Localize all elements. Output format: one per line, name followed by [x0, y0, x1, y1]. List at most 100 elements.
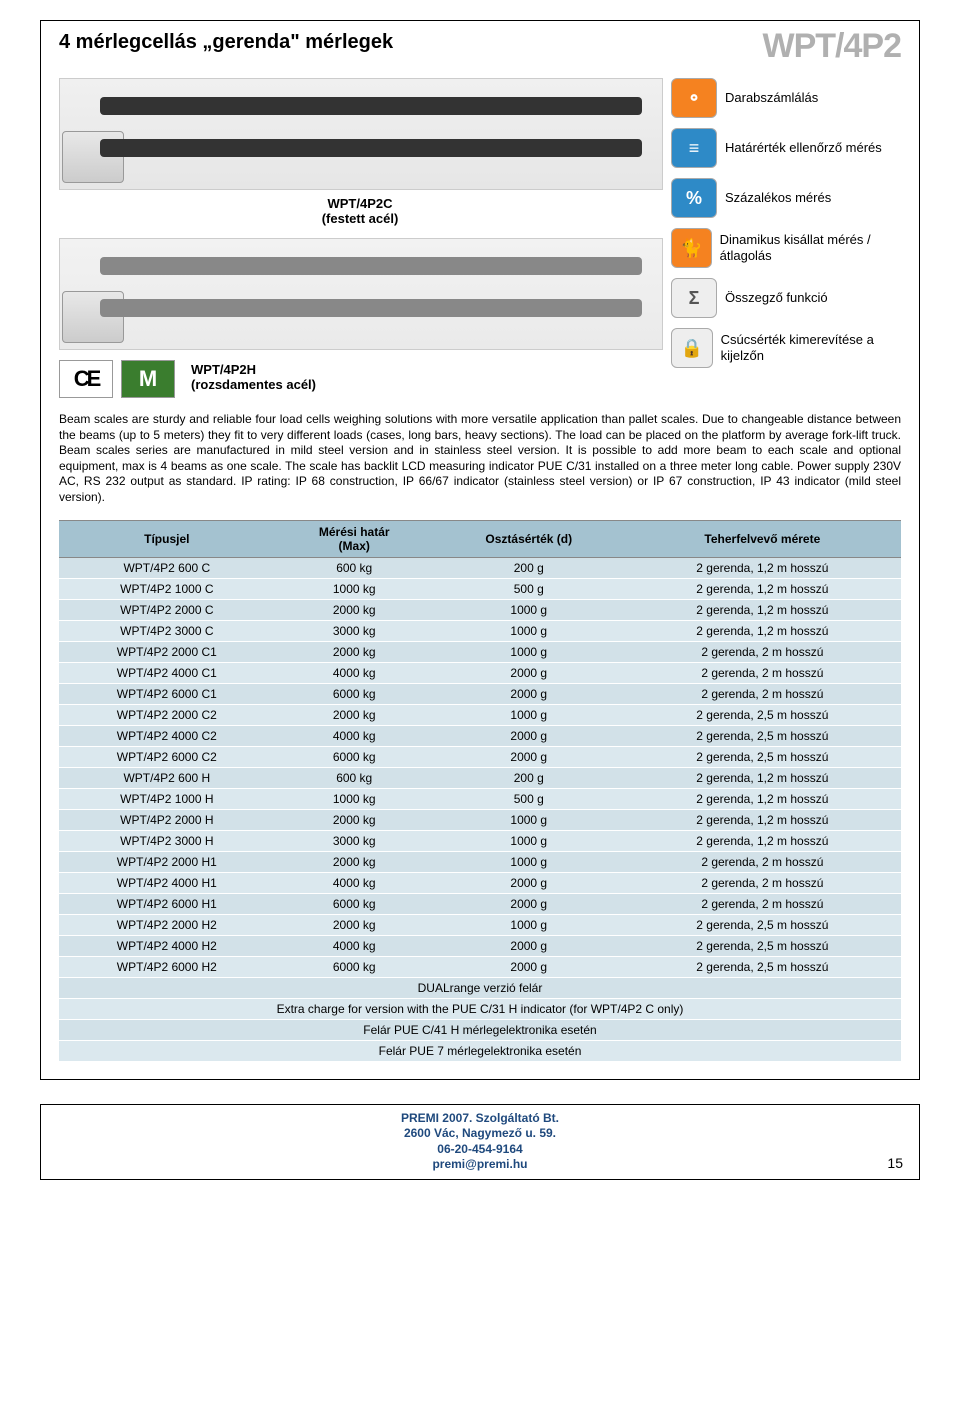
feature-item: 🐈 Dinamikus kisállat mérés / átlagolás: [671, 228, 901, 268]
table-cell: WPT/4P2 1000 H: [59, 788, 275, 809]
table-cell: 4000 kg: [275, 935, 434, 956]
table-header: Mérési határ(Max): [275, 520, 434, 557]
table-cell: 2 gerenda, 1,2 m hosszú: [624, 599, 901, 620]
table-cell: WPT/4P2 3000 C: [59, 620, 275, 641]
feature-label: Dinamikus kisállat mérés / átlagolás: [720, 232, 901, 263]
feature-label: Százalékos mérés: [725, 190, 831, 206]
table-cell: 2 gerenda, 2 m hosszú: [624, 641, 901, 662]
page-footer: PREMI 2007. Szolgáltató Bt. 2600 Vác, Na…: [40, 1104, 920, 1180]
table-cell: 2 gerenda, 2 m hosszú: [624, 851, 901, 872]
product-image-stainless: [59, 238, 663, 350]
features-list: ⚬Darabszámlálás≡Határérték ellenőrző mér…: [671, 78, 901, 398]
table-cell: WPT/4P2 600 H: [59, 767, 275, 788]
ce-badge: CE: [59, 360, 113, 398]
table-cell: 2 gerenda, 2 m hosszú: [624, 893, 901, 914]
table-cell: 2000 g: [434, 956, 624, 977]
table-cell: WPT/4P2 1000 C: [59, 578, 275, 599]
table-cell: 600 kg: [275, 557, 434, 578]
table-cell: 6000 kg: [275, 956, 434, 977]
table-cell: WPT/4P2 600 C: [59, 557, 275, 578]
table-cell: 200 g: [434, 557, 624, 578]
feature-label: Darabszámlálás: [725, 90, 818, 106]
table-cell: 2 gerenda, 2 m hosszú: [624, 683, 901, 704]
table-cell: 2000 g: [434, 725, 624, 746]
table-cell: 6000 kg: [275, 893, 434, 914]
table-cell: WPT/4P2 4000 C1: [59, 662, 275, 683]
table-cell: 600 kg: [275, 767, 434, 788]
table-footer-row: DUALrange verzió felár: [59, 977, 901, 998]
table-cell: 1000 g: [434, 599, 624, 620]
table-cell: WPT/4P2 4000 H2: [59, 935, 275, 956]
table-cell: 2 gerenda, 1,2 m hosszú: [624, 788, 901, 809]
table-row: WPT/4P2 2000 C12000 kg1000 g2 gerenda, 2…: [59, 641, 901, 662]
table-footer-cell: Extra charge for version with the PUE C/…: [59, 998, 901, 1019]
table-cell: WPT/4P2 2000 H: [59, 809, 275, 830]
table-row: WPT/4P2 600 H600 kg200 g2 gerenda, 1,2 m…: [59, 767, 901, 788]
table-cell: 6000 kg: [275, 683, 434, 704]
table-cell: 4000 kg: [275, 662, 434, 683]
feature-item: ΣÖsszegző funkció: [671, 278, 901, 318]
table-cell: 500 g: [434, 788, 624, 809]
table-cell: WPT/4P2 6000 C1: [59, 683, 275, 704]
table-cell: WPT/4P2 2000 H2: [59, 914, 275, 935]
product-image-painted: [59, 78, 663, 190]
table-cell: 1000 g: [434, 620, 624, 641]
table-cell: 2000 kg: [275, 914, 434, 935]
table-cell: 2000 g: [434, 662, 624, 683]
table-cell: 2000 kg: [275, 641, 434, 662]
footer-email: premi@premi.hu: [401, 1157, 559, 1173]
table-row: WPT/4P2 4000 H14000 kg2000 g2 gerenda, 2…: [59, 872, 901, 893]
table-cell: 1000 kg: [275, 788, 434, 809]
table-row: WPT/4P2 6000 C16000 kg2000 g2 gerenda, 2…: [59, 683, 901, 704]
table-row: WPT/4P2 2000 C2000 kg1000 g2 gerenda, 1,…: [59, 599, 901, 620]
table-cell: 4000 kg: [275, 872, 434, 893]
table-cell: 2 gerenda, 2,5 m hosszú: [624, 746, 901, 767]
table-cell: 1000 g: [434, 914, 624, 935]
product-label-stainless: WPT/4P2H (rozsdamentes acél): [191, 362, 316, 392]
table-cell: 2000 kg: [275, 704, 434, 725]
table-cell: 2000 kg: [275, 599, 434, 620]
feature-icon: 🔒: [671, 328, 713, 368]
table-row: WPT/4P2 1000 H1000 kg500 g2 gerenda, 1,2…: [59, 788, 901, 809]
table-row: WPT/4P2 2000 C22000 kg1000 g2 gerenda, 2…: [59, 704, 901, 725]
table-cell: WPT/4P2 6000 H1: [59, 893, 275, 914]
table-cell: 1000 kg: [275, 578, 434, 599]
table-cell: WPT/4P2 2000 H1: [59, 851, 275, 872]
table-cell: 1000 g: [434, 830, 624, 851]
table-cell: 2000 g: [434, 683, 624, 704]
table-cell: 2 gerenda, 2,5 m hosszú: [624, 704, 901, 725]
table-cell: 2000 kg: [275, 809, 434, 830]
table-footer-cell: Felár PUE C/41 H mérlegelektronika eseté…: [59, 1019, 901, 1040]
table-header: Teherfelvevő mérete: [624, 520, 901, 557]
table-cell: WPT/4P2 6000 C2: [59, 746, 275, 767]
table-cell: 2 gerenda, 1,2 m hosszú: [624, 620, 901, 641]
table-footer-row: Felár PUE C/41 H mérlegelektronika eseté…: [59, 1019, 901, 1040]
table-row: WPT/4P2 6000 H16000 kg2000 g2 gerenda, 2…: [59, 893, 901, 914]
table-cell: 2 gerenda, 2,5 m hosszú: [624, 935, 901, 956]
page-title: 4 mérlegcellás „gerenda" mérlegek: [59, 31, 393, 54]
table-footer-row: Extra charge for version with the PUE C/…: [59, 998, 901, 1019]
table-footer-row: Felár PUE 7 mérlegelektronika esetén: [59, 1040, 901, 1061]
table-row: WPT/4P2 1000 C1000 kg500 g2 gerenda, 1,2…: [59, 578, 901, 599]
m-badge: M: [121, 360, 175, 398]
table-row: WPT/4P2 600 C600 kg200 g2 gerenda, 1,2 m…: [59, 557, 901, 578]
feature-icon: Σ: [671, 278, 717, 318]
table-cell: 2000 g: [434, 872, 624, 893]
table-cell: 1000 g: [434, 641, 624, 662]
table-cell: 200 g: [434, 767, 624, 788]
table-row: WPT/4P2 2000 H2000 kg1000 g2 gerenda, 1,…: [59, 809, 901, 830]
table-row: WPT/4P2 2000 H22000 kg1000 g2 gerenda, 2…: [59, 914, 901, 935]
table-cell: 2 gerenda, 1,2 m hosszú: [624, 830, 901, 851]
table-cell: WPT/4P2 2000 C2: [59, 704, 275, 725]
table-cell: 2000 g: [434, 935, 624, 956]
feature-icon: %: [671, 178, 717, 218]
table-cell: WPT/4P2 2000 C: [59, 599, 275, 620]
table-footer-cell: DUALrange verzió felár: [59, 977, 901, 998]
page-number: 15: [887, 1155, 903, 1171]
table-cell: WPT/4P2 3000 H: [59, 830, 275, 851]
table-cell: 3000 kg: [275, 620, 434, 641]
footer-phone: 06-20-454-9164: [401, 1142, 559, 1158]
description-text: Beam scales are sturdy and reliable four…: [59, 412, 901, 506]
feature-icon: 🐈: [671, 228, 712, 268]
table-row: WPT/4P2 3000 C3000 kg1000 g2 gerenda, 1,…: [59, 620, 901, 641]
